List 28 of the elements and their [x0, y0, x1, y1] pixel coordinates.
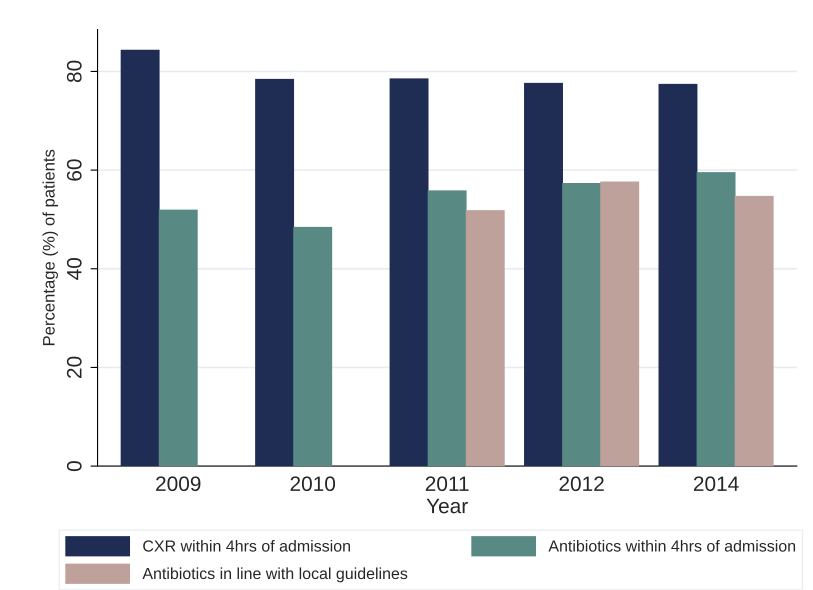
- y-tick-label: 20: [66, 356, 82, 378]
- y-axis-title: Percentage (%) of patients: [42, 150, 58, 346]
- y-tick-label: 0: [66, 461, 82, 472]
- x-tick-label: 2009: [156, 476, 200, 492]
- bar: [293, 226, 332, 466]
- bar: [390, 78, 429, 466]
- bar: [562, 183, 602, 466]
- y-tick-label: 40: [66, 258, 82, 280]
- bar: [524, 82, 563, 466]
- bar: [600, 182, 640, 466]
- x-tick-label: 2014: [694, 476, 739, 492]
- bar: [255, 78, 294, 466]
- legend-label: Antibiotics within 4hrs of admission: [548, 540, 796, 552]
- bar: [466, 210, 505, 466]
- y-tick-label: 80: [66, 60, 82, 82]
- bar: [120, 50, 160, 466]
- x-tick-label: 2010: [290, 476, 336, 492]
- bar: [158, 210, 198, 466]
- bar: [734, 196, 774, 466]
- x-tick-label: 2011: [426, 476, 469, 492]
- legend-label: Antibiotics in line with local guidelines: [142, 567, 408, 582]
- bar: [696, 172, 736, 466]
- x-axis-title: Year: [426, 498, 468, 514]
- y-tick-label: 60: [66, 159, 82, 181]
- legend-label: CXR within 4hrs of admission: [143, 540, 350, 552]
- bar: [428, 190, 467, 466]
- bar: [658, 84, 698, 466]
- x-tick-label: 2012: [559, 476, 604, 492]
